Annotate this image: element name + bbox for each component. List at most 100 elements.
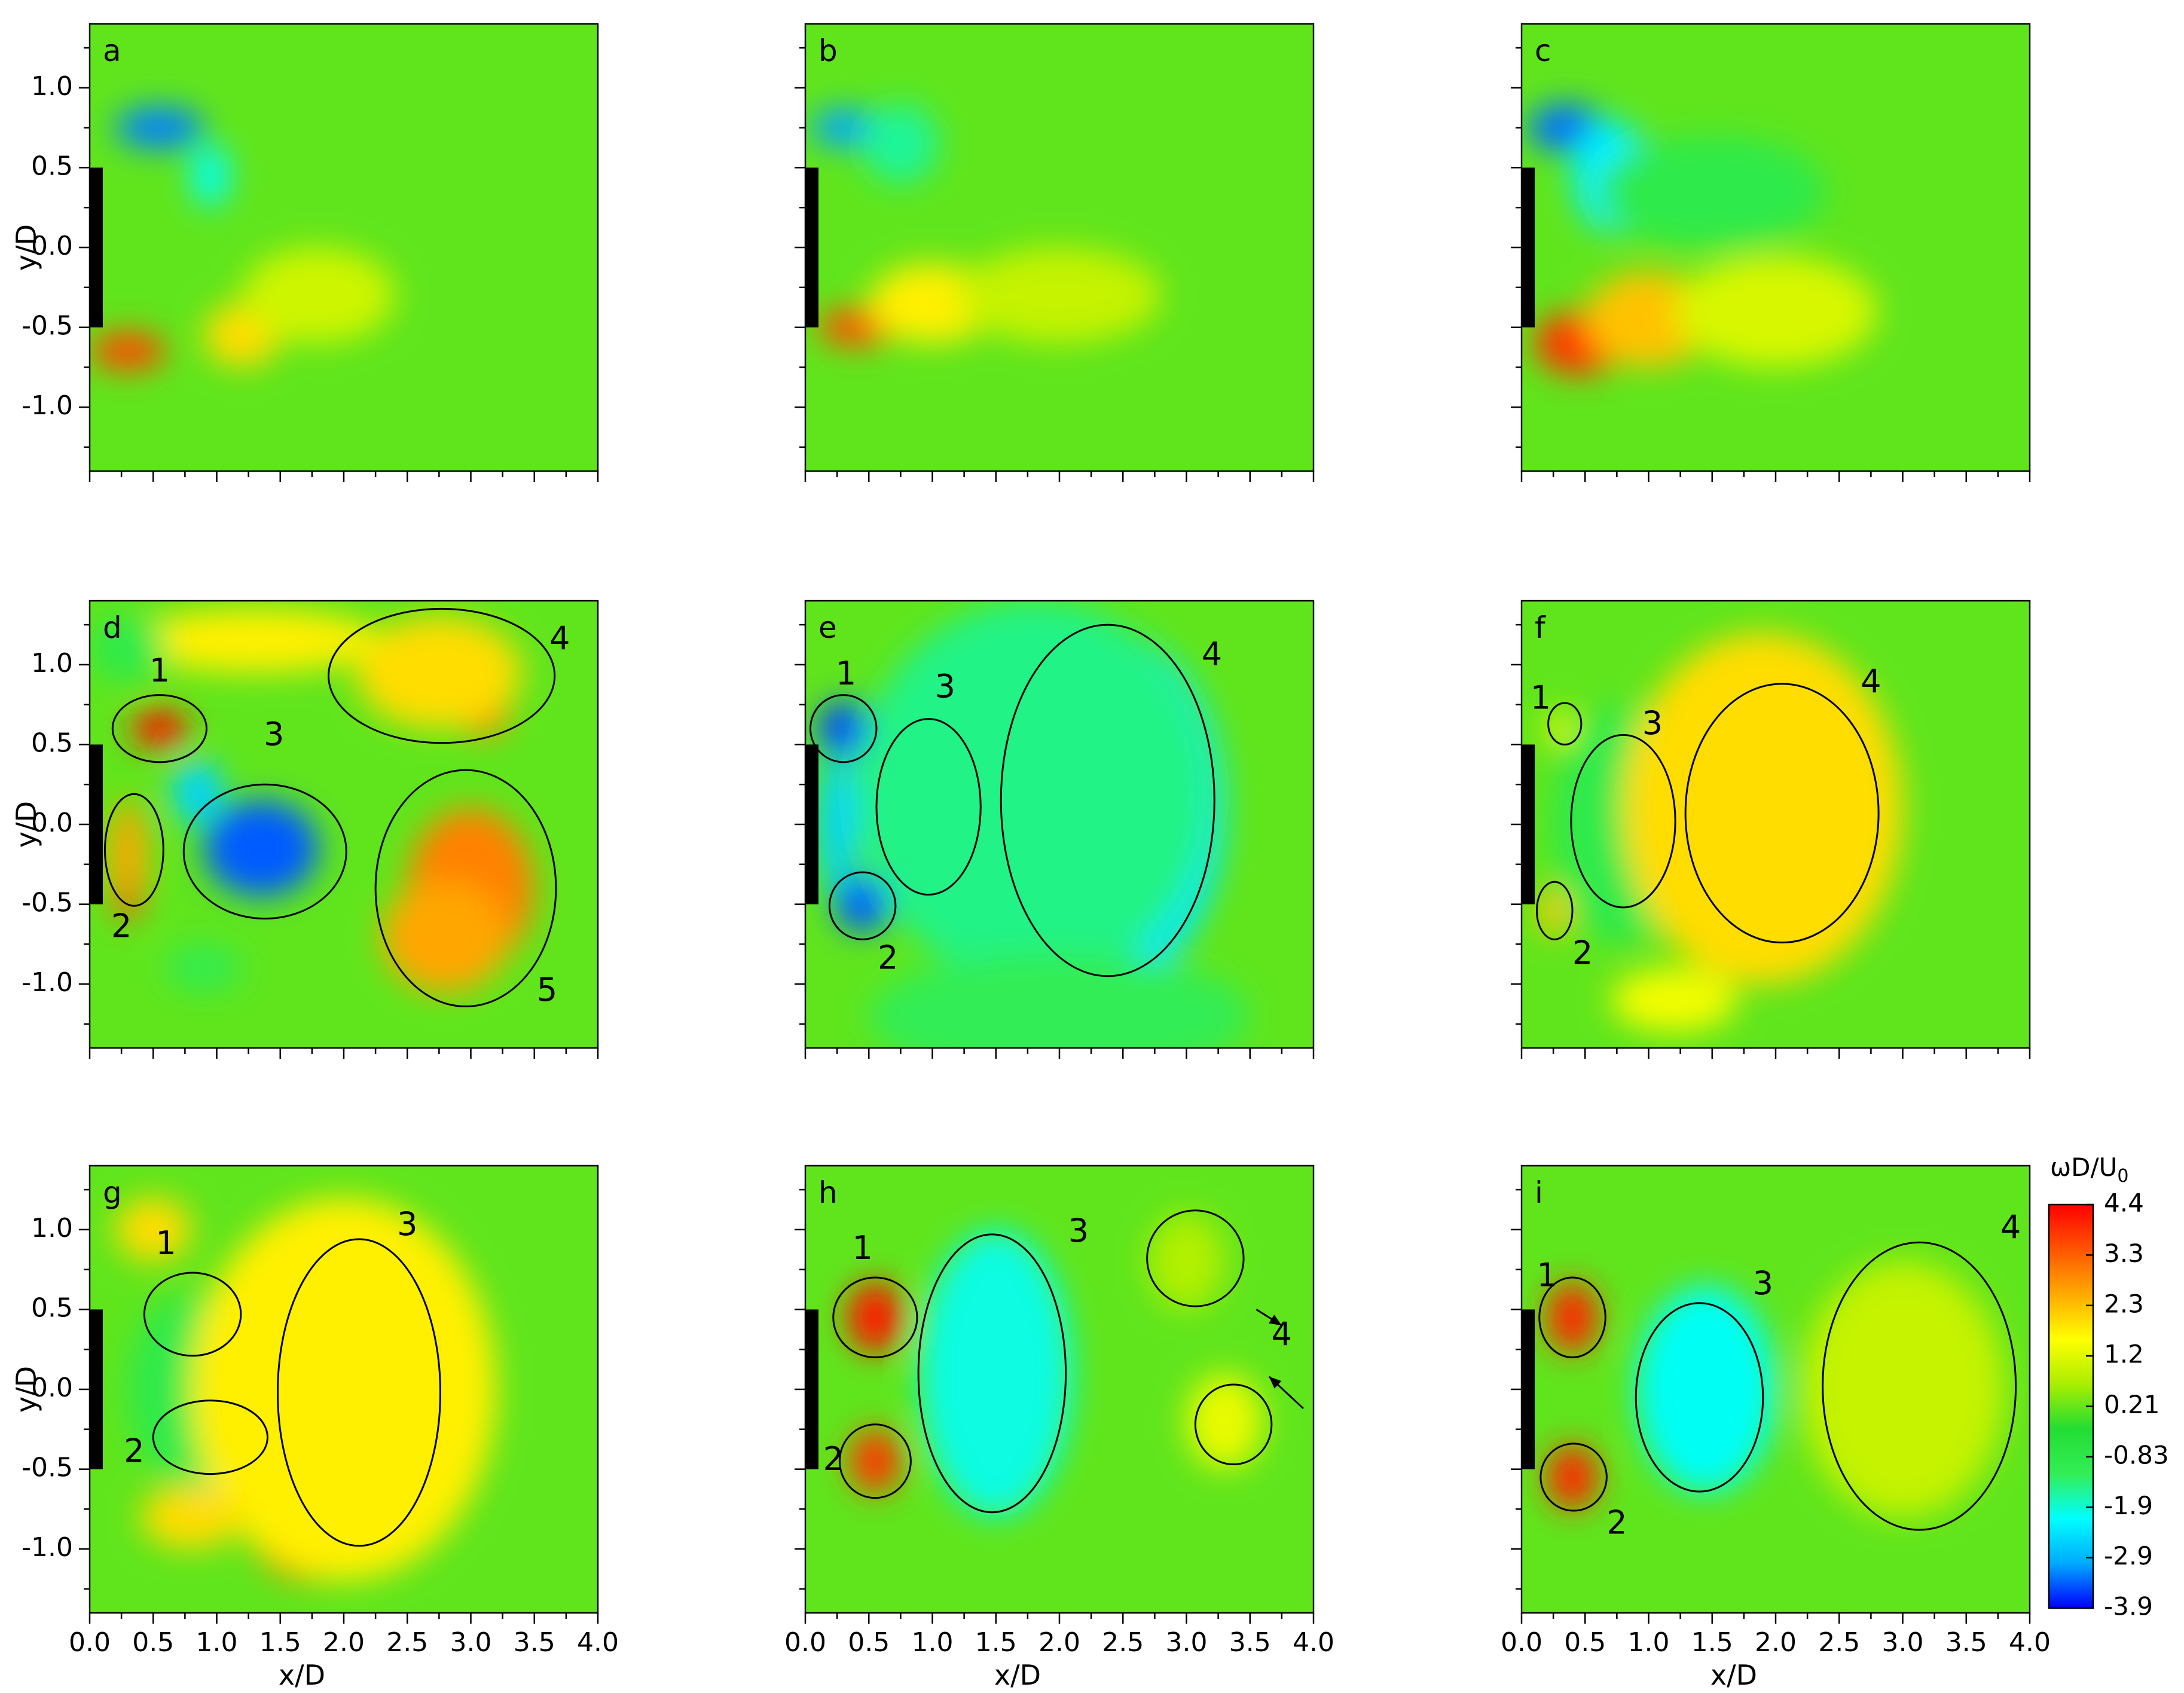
cylinder-body [805,167,818,328]
cylinder-body [90,167,103,328]
vortex-ellipse [111,694,207,763]
vorticity-blob [132,709,188,748]
vortex-ellipse [1538,1276,1606,1359]
ticks [795,624,1315,1059]
colorbar-tick-label: 0.21 [2104,1390,2160,1419]
y-tick-label: -1.0 [22,1532,73,1563]
vortex-ellipse [104,793,164,907]
panel-c: c [1511,23,2031,482]
cylinder-body [1522,744,1535,904]
x-tick-label: 2.0 [323,1627,365,1658]
x-tick-label: 3.5 [1229,1627,1271,1658]
colorbar-tick-label: -3.9 [2104,1592,2153,1621]
panel-letter: b [818,33,838,68]
x-tick-label: 2.0 [1755,1627,1797,1658]
vortex-label: 1 [852,1229,872,1267]
vorticity-blob [811,108,875,147]
y-tick-label: 0.5 [31,728,73,758]
vorticity-field [1522,601,2030,1048]
x-tick-label: 1.5 [1691,1627,1733,1658]
cylinder-body [805,744,818,904]
vorticity-field [90,1166,598,1613]
x-tick-label: 0.5 [848,1627,890,1658]
y-tick-label: 1.0 [31,648,73,679]
vorticity-blob [1801,1261,2005,1517]
vortex-label: 5 [537,971,557,1009]
panel-b: b [795,23,1315,482]
vortex-label: 1 [836,655,856,692]
vorticity-blob [958,247,1161,344]
arrow-head [1269,1376,1282,1389]
y-axis-title: y/D [10,801,42,848]
vorticity-blob [115,106,204,149]
panel-letter: c [1535,33,1551,68]
vorticity-field [805,24,1314,471]
y-tick-label: -0.5 [22,311,73,341]
vortex-label: 4 [1861,663,1881,701]
x-tick-label: 3.5 [1945,1627,1987,1658]
vortex-label: 1 [155,1224,176,1262]
y-tick-label: -1.0 [22,967,73,998]
vortex-label: 4 [549,619,570,657]
x-tick-label: 0.0 [69,1627,111,1658]
field-background [1522,24,2030,471]
vortex-ellipse [1822,1241,2017,1531]
x-tick-label: 1.5 [259,1627,301,1658]
vorticity-blob [1674,255,1877,368]
colorbar-tick-label: 2.3 [2104,1289,2144,1318]
x-tick-label: 2.5 [1102,1627,1144,1658]
vorticity-blob [818,752,856,897]
colorbar-tick-label: -0.83 [2104,1440,2169,1469]
panel-letter: a [103,33,121,68]
y-tick-label: 0.0 [31,231,73,261]
y-axis-title: y/D [10,224,42,271]
y-tick-label: -1.0 [22,390,73,421]
x-tick-label: 1.0 [196,1627,238,1658]
vortex-label: 4 [2000,1208,2021,1246]
vorticity-blob [862,103,939,184]
panel-e: 1 2 3 4 e [795,600,1315,1059]
x-tick-label: 4.0 [577,1627,619,1658]
colorbar-title: ωD/U0 [2050,1153,2129,1187]
colorbar: ωD/U0 4.4 3.3 2.3 1.2 0.21 -0.83 -1.9 -2.9 -3.9 [2048,1153,2169,1621]
vorticity-blob [115,1197,191,1262]
x-tick-label: 0.5 [132,1627,174,1658]
x-tick-label: 0.0 [1501,1627,1542,1658]
vortex-ellipse [828,871,897,940]
panel-letter: e [818,610,837,645]
vortex-label: 1 [149,652,170,689]
y-tick-label: 1.0 [31,71,73,102]
x-axis-title: x/D [994,1659,1041,1691]
vortex-label: 1 [1537,1257,1557,1294]
vortex-label: 4 [1272,1315,1292,1353]
vorticity-blob [191,143,230,208]
panel-letter: f [1535,610,1546,645]
vorticity-blob [920,1229,1073,1517]
panel-f: 1 2 3 4 f [1511,600,2031,1059]
x-tick-label: 3.0 [1166,1627,1208,1658]
cylinder-body [805,1309,818,1469]
x-tick-label: 1.5 [975,1627,1017,1658]
vortex-ellipse [1194,1383,1273,1466]
vortex-label: 3 [264,716,284,753]
cylinder-body [90,744,103,904]
vortex-ellipse [182,783,347,920]
vortex-ellipse [374,769,557,1008]
vortex-label: 2 [111,907,132,945]
y-tick-label: -0.5 [22,1453,73,1483]
colorbar-title-main: ωD/U [2050,1153,2117,1182]
vortex-label: 3 [935,668,955,705]
ticks [79,624,599,1059]
vorticity-blob [127,609,382,673]
vorticity-blob [166,944,242,992]
vorticity-blob [204,800,319,897]
vorticity-blob [1610,968,1738,1032]
vortex-ellipse [832,1276,918,1359]
vorticity-blob [856,601,1212,985]
vortex-ellipse [143,1272,242,1357]
panel-letter: g [103,1175,122,1210]
vorticity-blob [1597,136,1826,247]
panels-layer: a 1.0 0.5 0.0 -0.5 -1.0 y/D b c 1 2 3 4 5 d 1.0 0.5 0.0 -0… [10,23,2051,1691]
vorticity-blob [1186,1373,1263,1469]
